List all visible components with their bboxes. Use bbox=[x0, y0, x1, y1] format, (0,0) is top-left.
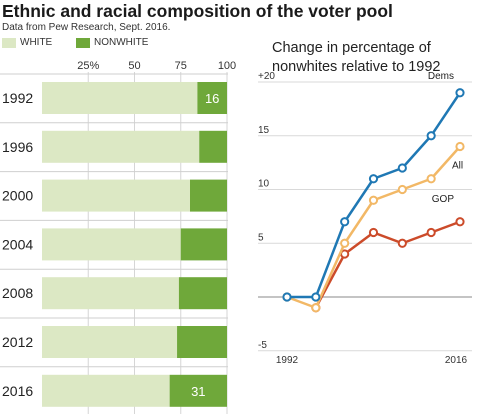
data-point-dems bbox=[311, 292, 321, 302]
x-tick-label: 25% bbox=[77, 60, 99, 72]
bar-nonwhite bbox=[190, 179, 227, 212]
series-line-all bbox=[286, 145, 461, 309]
data-point-gop bbox=[426, 227, 436, 238]
bar-nonwhite bbox=[197, 82, 227, 114]
bar-white bbox=[42, 130, 200, 163]
source-note: Data from Pew Research, Sept. 2016. bbox=[2, 22, 171, 33]
series-label-dems: Dems bbox=[428, 71, 454, 82]
category-label: 2004 bbox=[2, 236, 33, 252]
x-tick-label: 75 bbox=[175, 60, 187, 72]
category-label: 1992 bbox=[2, 90, 33, 106]
bar-nonwhite bbox=[177, 326, 227, 358]
data-point-dems bbox=[455, 88, 465, 98]
stacked-bar-chart: 25% 50 75 100 1992 16 1996 2000 2004 2008 2012 2016… bbox=[0, 60, 236, 414]
y-tick-label: +20 bbox=[258, 71, 275, 82]
legend-white-label: WHITE bbox=[20, 37, 53, 48]
data-point-dems bbox=[397, 163, 407, 173]
data-point-all bbox=[455, 141, 465, 152]
y-tick-label: 15 bbox=[258, 125, 270, 136]
category-label: 2008 bbox=[2, 285, 33, 301]
y-tick-label: 10 bbox=[258, 179, 270, 190]
data-point-dems bbox=[282, 292, 292, 302]
line-chart-title: Change in percentage of bbox=[272, 40, 432, 56]
bar-nonwhite bbox=[180, 228, 227, 261]
category-label: 2000 bbox=[2, 188, 33, 204]
y-tick-label: -5 bbox=[258, 340, 267, 351]
y-tick-label: 5 bbox=[258, 232, 264, 243]
bar-white bbox=[42, 326, 178, 358]
category-label: 1996 bbox=[2, 139, 33, 155]
bar-nonwhite bbox=[178, 277, 227, 310]
series-line-gop bbox=[314, 220, 461, 309]
bar-white bbox=[42, 277, 179, 310]
series-label-all: All bbox=[452, 161, 463, 172]
category-label: 2012 bbox=[2, 334, 33, 350]
data-point-gop bbox=[455, 217, 465, 227]
legend-nonwhite-label: NONWHITE bbox=[94, 37, 149, 48]
data-point-gop bbox=[368, 227, 379, 238]
bar-white bbox=[42, 228, 181, 261]
data-point-all bbox=[340, 238, 350, 248]
legend-nonwhite: NONWHITE bbox=[76, 37, 148, 48]
data-point-all bbox=[397, 184, 407, 195]
bar-white bbox=[42, 374, 170, 407]
bar-nonwhite bbox=[199, 130, 227, 163]
chart-title: Ethnic and racial composition of the vot… bbox=[2, 1, 393, 21]
data-point-dems bbox=[426, 131, 436, 141]
x-tick-label: 50 bbox=[128, 60, 140, 72]
data-point-gop bbox=[397, 238, 407, 248]
legend-nonwhite-swatch bbox=[76, 37, 90, 48]
data-point-all bbox=[368, 195, 379, 205]
x-tick-label: 1992 bbox=[276, 355, 299, 366]
bar-nonwhite bbox=[169, 374, 227, 407]
data-point-dems bbox=[368, 174, 379, 184]
legend-white: WHITE bbox=[2, 37, 52, 48]
category-label: 2016 bbox=[2, 383, 33, 399]
data-label: 31 bbox=[191, 384, 205, 399]
line-chart-title: nonwhites relative to 1992 bbox=[272, 59, 440, 75]
legend-white-swatch bbox=[2, 37, 16, 48]
bar-white bbox=[42, 82, 198, 114]
x-tick-label: 100 bbox=[218, 60, 236, 72]
series-label-gop: GOP bbox=[432, 194, 455, 205]
bar-white bbox=[42, 179, 190, 212]
data-point-all bbox=[311, 303, 321, 313]
data-point-dems bbox=[340, 217, 350, 227]
data-point-all bbox=[426, 174, 436, 184]
data-label: 16 bbox=[205, 91, 219, 106]
x-tick-label: 2016 bbox=[445, 355, 468, 366]
